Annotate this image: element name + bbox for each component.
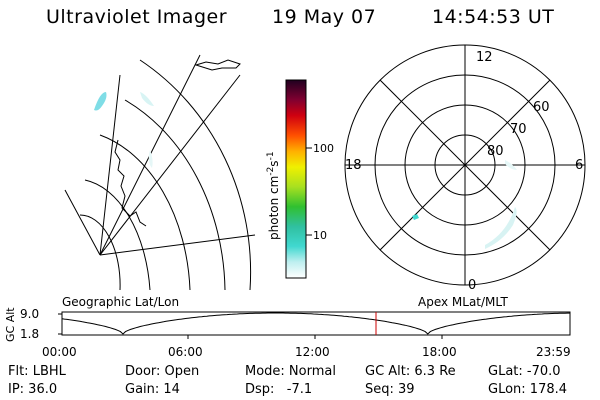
glat-info: GLat: -70.0	[488, 364, 561, 379]
x-tick-label: 23:59	[536, 345, 571, 359]
mlt-label-18: 18	[345, 158, 362, 173]
mlt-label-12: 12	[476, 50, 493, 65]
aurora-patch	[412, 214, 419, 220]
lat-label-80: 80	[487, 144, 504, 159]
alt-tick-9: 9.0	[20, 307, 39, 321]
polar-plot	[344, 44, 586, 286]
earth-limb	[139, 59, 252, 290]
colorbar-tick-100: 100	[313, 142, 334, 155]
dsp-info: Dsp: -7.1	[245, 382, 313, 397]
longitude-line	[99, 74, 241, 256]
instrument-title: Ultraviolet Imager	[46, 6, 228, 28]
coastline	[194, 59, 241, 71]
aurora-patch	[148, 150, 153, 168]
alt-tick-1.8: 1.8	[20, 327, 39, 341]
geographic-map	[64, 54, 256, 290]
aurora-patch	[505, 160, 517, 170]
x-tick-label: 12:00	[295, 345, 330, 359]
coastline	[114, 139, 147, 227]
mode-info: Mode: Normal	[245, 364, 336, 379]
mlt-label-0: 0	[468, 278, 476, 293]
mlt-label-6: 6	[575, 158, 583, 173]
x-tick-label: 18:00	[422, 345, 457, 359]
ip-info: IP: 36.0	[8, 382, 58, 397]
time-label: 14:54:53 UT	[432, 6, 555, 28]
gc-alt-info: GC Alt: 6.3 Re	[365, 364, 456, 379]
seq-info: Seq: 39	[365, 382, 415, 397]
alt-axis-label: GC Alt	[4, 307, 17, 342]
altitude-plot	[58, 311, 571, 339]
filter-info: Flt: LBHL	[8, 364, 66, 379]
meridian-line	[379, 79, 551, 251]
colorbar-tick-10: 10	[313, 229, 327, 242]
glon-info: GLon: 178.4	[488, 382, 568, 397]
longitude-line	[64, 189, 101, 256]
altitude-plot-frame	[61, 311, 571, 336]
date-label: 19 May 07	[272, 6, 377, 28]
aurora-patch	[94, 92, 107, 111]
colorbar	[285, 79, 307, 279]
aurora-patch	[485, 207, 517, 249]
longitude-line	[99, 234, 256, 256]
left-panel-caption: Geographic Lat/Lon	[62, 295, 179, 309]
latitude-line	[84, 179, 151, 290]
colorbar-label: photon cm-2s-1	[266, 151, 281, 240]
latitude-line	[99, 134, 191, 290]
aurora-patch	[140, 92, 154, 106]
lat-label-70: 70	[510, 122, 527, 137]
altitude-curve	[61, 312, 570, 335]
latitude-line	[124, 99, 226, 290]
door-info: Door: Open	[125, 364, 200, 379]
x-tick-label: 00:00	[42, 345, 77, 359]
lat-label-60: 60	[533, 100, 550, 115]
gain-info: Gain: 14	[125, 382, 180, 397]
x-tick-label: 06:00	[168, 345, 203, 359]
longitude-line	[99, 74, 121, 256]
right-panel-caption: Apex MLat/MLT	[418, 295, 508, 309]
